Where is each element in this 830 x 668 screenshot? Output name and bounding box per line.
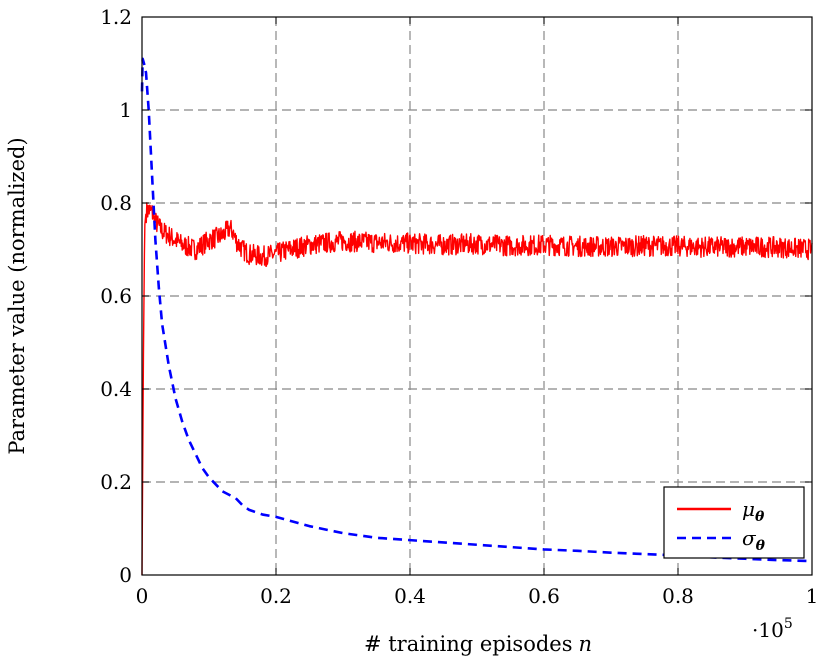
ticks bbox=[141, 16, 813, 576]
legend-label-sigma-symbol: σ bbox=[742, 526, 757, 550]
legend-label-sigma-subscript: θ bbox=[756, 538, 766, 554]
x-tick-label: 0.8 bbox=[662, 584, 694, 608]
y-tick-label: 0.6 bbox=[100, 284, 132, 308]
y-tick-label: 1.2 bbox=[100, 5, 132, 29]
x-axis-title: # training episodes n bbox=[364, 632, 592, 656]
x-axis-multiplier-exponent: 5 bbox=[784, 616, 793, 632]
grid bbox=[142, 17, 812, 575]
legend: μθ σθ bbox=[663, 486, 805, 559]
x-tick-label: 0.4 bbox=[394, 584, 426, 608]
series-line-sigma bbox=[140, 57, 813, 563]
series-line-mu bbox=[141, 202, 813, 576]
x-tick-label: 1 bbox=[806, 584, 819, 608]
legend-item-sigma: σθ bbox=[677, 526, 766, 554]
y-tick-label: 1 bbox=[119, 98, 132, 122]
y-axis-title: Parameter value (normalized) bbox=[5, 137, 29, 454]
tick-labels: 0 0.2 0.4 0.6 0.8 1 0 0.2 0.4 0.6 0.8 1 1.2 bbox=[100, 5, 818, 608]
legend-label-mu: μθ bbox=[742, 497, 765, 525]
legend-box bbox=[663, 486, 805, 559]
legend-label-mu-subscript: θ bbox=[755, 509, 765, 525]
x-axis-title-variable: n bbox=[579, 632, 593, 656]
legend-item-mu: μθ bbox=[677, 497, 765, 525]
y-tick-label: 0.2 bbox=[100, 470, 132, 494]
x-axis-multiplier-base: ·10 bbox=[752, 618, 784, 642]
y-tick-label: 0.4 bbox=[100, 377, 132, 401]
y-tick-label: 0 bbox=[119, 563, 132, 587]
series-layer bbox=[140, 57, 813, 576]
y-tick-label: 0.8 bbox=[100, 191, 132, 215]
legend-label-sigma: σθ bbox=[742, 526, 766, 554]
x-axis-title-text: # training episodes bbox=[364, 632, 573, 656]
x-tick-label: 0 bbox=[136, 584, 149, 608]
x-tick-label: 0.6 bbox=[528, 584, 560, 608]
x-axis-multiplier: ·105 bbox=[752, 616, 793, 642]
x-tick-label: 0.2 bbox=[260, 584, 292, 608]
legend-label-mu-symbol: μ bbox=[742, 497, 755, 521]
